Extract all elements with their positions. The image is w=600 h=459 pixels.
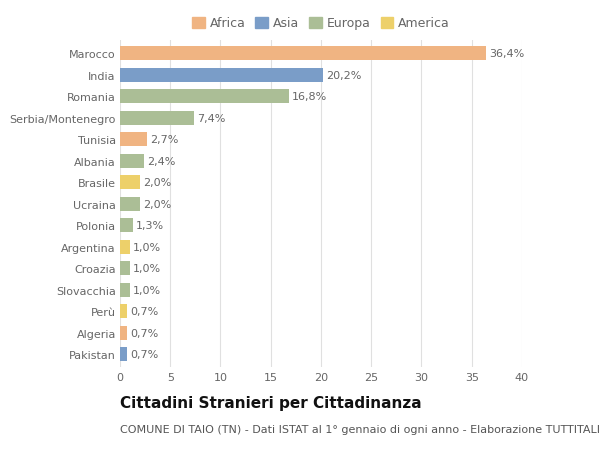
Text: 0,7%: 0,7% — [130, 307, 158, 316]
Text: 2,0%: 2,0% — [143, 178, 172, 188]
Bar — [120, 47, 486, 61]
Text: 0,7%: 0,7% — [130, 349, 158, 359]
Bar — [120, 112, 194, 125]
Text: 16,8%: 16,8% — [292, 92, 327, 102]
Bar — [120, 283, 130, 297]
Bar — [120, 347, 127, 361]
Text: 1,0%: 1,0% — [133, 242, 161, 252]
Bar — [120, 240, 130, 254]
Bar — [120, 154, 144, 168]
Bar — [120, 326, 127, 340]
Text: COMUNE DI TAIO (TN) - Dati ISTAT al 1° gennaio di ogni anno - Elaborazione TUTTI: COMUNE DI TAIO (TN) - Dati ISTAT al 1° g… — [120, 425, 600, 435]
Text: 0,7%: 0,7% — [130, 328, 158, 338]
Text: 36,4%: 36,4% — [489, 49, 524, 59]
Bar — [120, 197, 140, 211]
Bar — [120, 219, 133, 233]
Text: 1,0%: 1,0% — [133, 263, 161, 274]
Text: Cittadini Stranieri per Cittadinanza: Cittadini Stranieri per Cittadinanza — [120, 395, 422, 410]
Bar — [120, 133, 147, 147]
Text: 7,4%: 7,4% — [197, 113, 226, 123]
Text: 20,2%: 20,2% — [326, 71, 361, 81]
Bar — [120, 262, 130, 275]
Legend: Africa, Asia, Europa, America: Africa, Asia, Europa, America — [190, 15, 452, 33]
Text: 2,0%: 2,0% — [143, 199, 172, 209]
Bar — [120, 69, 323, 83]
Bar — [120, 176, 140, 190]
Text: 2,7%: 2,7% — [150, 135, 179, 145]
Text: 1,3%: 1,3% — [136, 221, 164, 231]
Text: 1,0%: 1,0% — [133, 285, 161, 295]
Bar — [120, 90, 289, 104]
Bar — [120, 304, 127, 319]
Text: 2,4%: 2,4% — [147, 157, 176, 166]
